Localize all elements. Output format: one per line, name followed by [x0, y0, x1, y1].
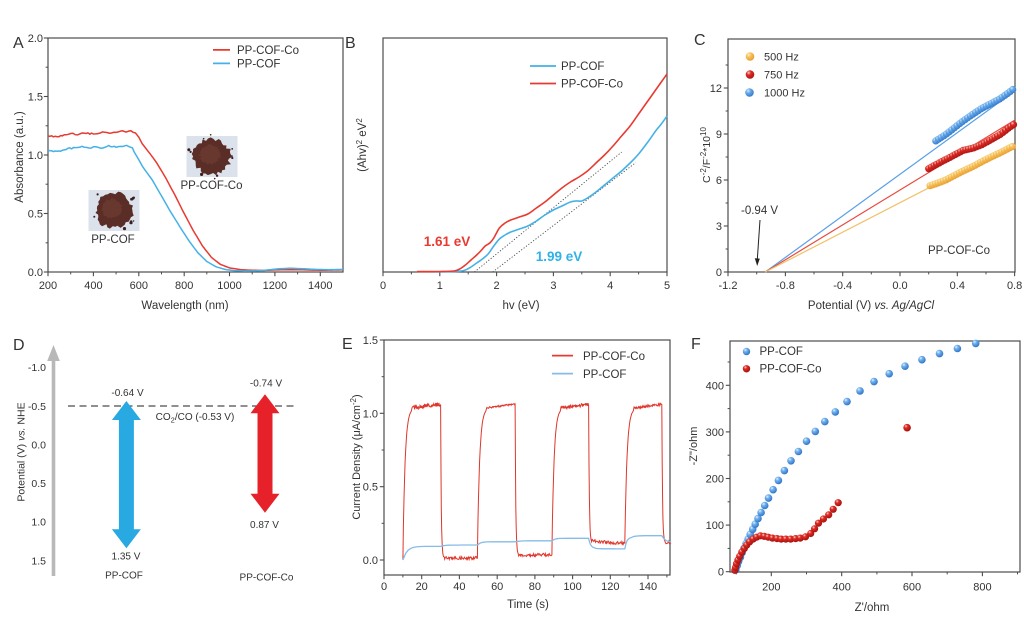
svg-text:800: 800: [175, 280, 193, 292]
svg-text:Z'/ohm: Z'/ohm: [855, 602, 890, 614]
svg-text:0: 0: [381, 581, 387, 593]
svg-text:9: 9: [716, 129, 722, 141]
svg-text:1000: 1000: [217, 280, 241, 292]
svg-text:Absorbance (a.u.): Absorbance (a.u.): [14, 111, 26, 203]
svg-text:200: 200: [762, 582, 780, 594]
svg-text:40: 40: [453, 581, 465, 593]
svg-text:400: 400: [833, 582, 851, 594]
svg-text:0.5: 0.5: [28, 209, 43, 221]
svg-text:100: 100: [563, 581, 581, 593]
svg-text:0: 0: [718, 567, 724, 579]
svg-text:-0.4: -0.4: [833, 280, 852, 292]
svg-text:PP-COF-Co: PP-COF-Co: [237, 45, 299, 57]
svg-text:1.5: 1.5: [31, 555, 46, 567]
svg-text:750 Hz: 750 Hz: [764, 69, 799, 81]
svg-text:PP-COF: PP-COF: [237, 58, 280, 70]
svg-text:3: 3: [716, 221, 722, 233]
svg-text:200: 200: [39, 280, 57, 292]
svg-text:Time (s): Time (s): [507, 599, 549, 611]
svg-text:B: B: [345, 35, 356, 52]
svg-text:140: 140: [639, 581, 657, 593]
svg-text:1.99 eV: 1.99 eV: [536, 249, 583, 264]
svg-text:C-2/F-2*1010: C-2/F-2*1010: [699, 127, 713, 183]
svg-text:1200: 1200: [263, 280, 287, 292]
svg-text:1400: 1400: [308, 280, 332, 292]
svg-text:F: F: [691, 336, 701, 353]
svg-text:100: 100: [706, 520, 724, 532]
svg-text:400: 400: [706, 380, 724, 392]
svg-text:0.0: 0.0: [31, 439, 46, 451]
svg-text:PP-COF: PP-COF: [760, 346, 803, 358]
svg-text:1: 1: [437, 280, 443, 292]
svg-text:500 Hz: 500 Hz: [764, 51, 799, 63]
svg-text:2.0: 2.0: [28, 33, 43, 45]
svg-text:-0.5: -0.5: [28, 401, 46, 413]
svg-text:-1.2: -1.2: [719, 280, 738, 292]
svg-text:4: 4: [607, 280, 613, 292]
svg-text:120: 120: [601, 581, 619, 593]
svg-text:1.0: 1.0: [31, 517, 46, 529]
svg-text:E: E: [342, 336, 353, 353]
svg-text:PP-COF-Co: PP-COF-Co: [760, 363, 822, 375]
svg-text:400: 400: [84, 280, 102, 292]
svg-text:Potential (V) vs. Ag/AgCl: Potential (V) vs. Ag/AgCl: [808, 300, 935, 312]
svg-text:300: 300: [706, 427, 724, 439]
svg-text:12: 12: [710, 83, 722, 95]
svg-text:800: 800: [973, 582, 991, 594]
svg-text:-1.0: -1.0: [28, 362, 46, 374]
svg-text:-0.74 V: -0.74 V: [250, 379, 283, 390]
svg-text:5: 5: [664, 280, 670, 292]
svg-text:PP-COF-Co: PP-COF-Co: [240, 573, 294, 584]
svg-text:-0.8: -0.8: [776, 280, 795, 292]
svg-text:600: 600: [130, 280, 148, 292]
svg-text:PP-COF-Co: PP-COF-Co: [928, 245, 990, 257]
svg-text:Wavelength (nm): Wavelength (nm): [141, 300, 228, 312]
svg-text:20: 20: [416, 581, 428, 593]
svg-text:0.4: 0.4: [950, 280, 965, 292]
svg-text:3: 3: [550, 280, 556, 292]
svg-text:-0.94 V: -0.94 V: [741, 205, 778, 217]
svg-text:0.0: 0.0: [363, 555, 378, 567]
svg-text:-Z"/ohm: -Z"/ohm: [688, 427, 700, 466]
svg-text:PP-COF-Co: PP-COF-Co: [561, 79, 623, 91]
svg-text:0: 0: [380, 280, 386, 292]
svg-text:PP-COF-Co: PP-COF-Co: [181, 180, 243, 192]
svg-text:PP-COF: PP-COF: [561, 61, 604, 73]
svg-text:1.35 V: 1.35 V: [112, 552, 141, 563]
svg-text:Potential (V) vs. NHE: Potential (V) vs. NHE: [16, 402, 28, 501]
svg-text:0.5: 0.5: [31, 478, 46, 490]
svg-text:A: A: [13, 35, 24, 52]
svg-text:1.5: 1.5: [363, 335, 378, 347]
svg-text:-0.64 V: -0.64 V: [111, 388, 144, 399]
svg-text:PP-COF-Co: PP-COF-Co: [583, 351, 645, 363]
svg-text:PP-COF: PP-COF: [91, 234, 134, 246]
svg-text:200: 200: [706, 474, 724, 486]
svg-text:0: 0: [716, 267, 722, 279]
svg-text:CO2/CO (-0.53 V): CO2/CO (-0.53 V): [156, 412, 235, 425]
svg-text:0.5: 0.5: [363, 482, 378, 494]
svg-text:1.61 eV: 1.61 eV: [424, 234, 471, 249]
svg-text:Current Density (μA/cm-2): Current Density (μA/cm-2): [349, 394, 363, 519]
svg-text:1.0: 1.0: [363, 408, 378, 420]
svg-text:D: D: [13, 337, 25, 354]
svg-text:PP-COF: PP-COF: [105, 571, 143, 582]
svg-text:(Ahv)2 eV2: (Ahv)2 eV2: [355, 118, 369, 172]
svg-text:0.0: 0.0: [892, 280, 907, 292]
svg-text:PP-COF: PP-COF: [583, 369, 626, 381]
svg-text:0.8: 0.8: [1007, 280, 1022, 292]
svg-text:1.5: 1.5: [28, 92, 43, 104]
svg-text:C: C: [694, 32, 706, 49]
svg-text:1.0: 1.0: [28, 150, 43, 162]
svg-text:2: 2: [494, 280, 500, 292]
svg-text:0.0: 0.0: [28, 267, 43, 279]
svg-text:0.87 V: 0.87 V: [250, 520, 279, 531]
svg-text:600: 600: [903, 582, 921, 594]
svg-text:60: 60: [491, 581, 503, 593]
svg-text:80: 80: [529, 581, 541, 593]
svg-text:hv (eV): hv (eV): [502, 300, 539, 312]
svg-text:6: 6: [716, 175, 722, 187]
svg-text:1000 Hz: 1000 Hz: [764, 87, 805, 99]
